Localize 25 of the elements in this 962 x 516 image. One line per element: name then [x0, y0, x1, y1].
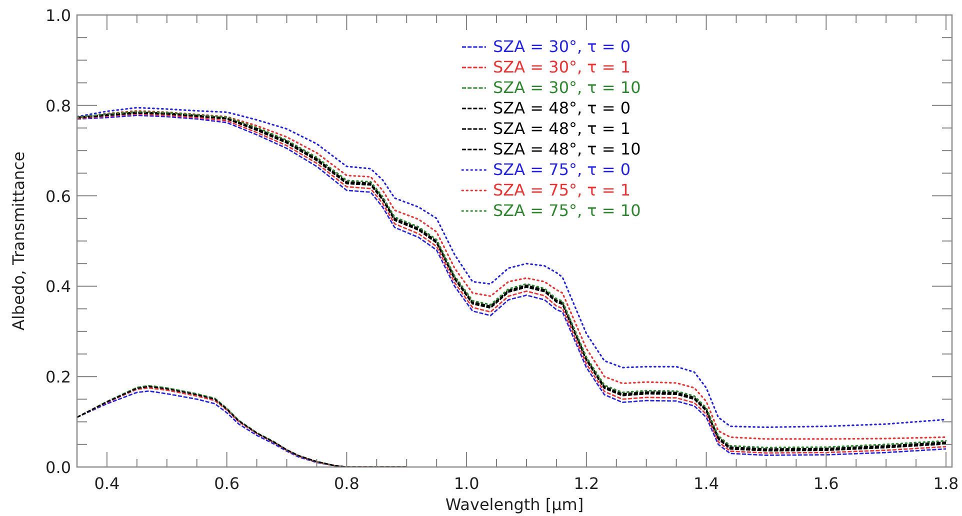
- legend-label: SZA = 30°, τ = 0: [493, 37, 631, 56]
- y-tick-label: 0.4: [46, 277, 71, 296]
- x-tick-label: 1.4: [694, 474, 720, 493]
- x-tick-label: 0.8: [334, 474, 360, 493]
- legend-label: SZA = 48°, τ = 0: [493, 98, 631, 118]
- y-tick-label: 0.0: [46, 458, 71, 477]
- y-axis-title: Albedo, Transmittance: [9, 152, 28, 330]
- legend-label: SZA = 48°, τ = 10: [493, 140, 641, 158]
- legend-label: SZA = 30°, τ = 10: [493, 78, 641, 97]
- x-tick-label: 0.4: [94, 474, 120, 493]
- y-tick-label: 0.6: [46, 186, 71, 206]
- x-tick-label: 1.6: [813, 474, 839, 493]
- y-tick-label: 0.8: [46, 96, 71, 116]
- legend-label: SZA = 75°, τ = 0: [493, 160, 631, 179]
- x-tick-label: 1.8: [933, 474, 959, 493]
- legend-label: SZA = 75°, τ = 1: [493, 180, 631, 200]
- x-tick-label: 1.0: [454, 474, 480, 493]
- legend-label: SZA = 48°, τ = 1: [493, 119, 631, 138]
- y-tick-label: 0.2: [46, 368, 71, 387]
- y-tick-label: 1.0: [46, 6, 71, 25]
- x-tick-label: 0.6: [214, 474, 240, 493]
- legend-label: SZA = 75°, τ = 10: [493, 201, 641, 220]
- x-tick-label: 1.2: [574, 474, 600, 493]
- x-axis-title: Wavelength [μm]: [445, 495, 584, 514]
- legend-label: SZA = 30°, τ = 1: [493, 58, 631, 76]
